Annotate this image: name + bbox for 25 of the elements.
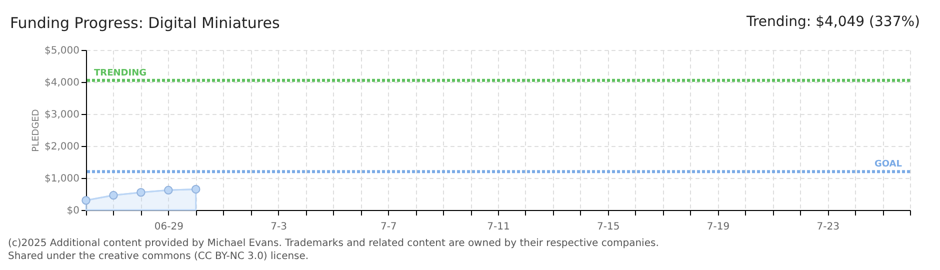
point	[109, 190, 118, 200]
text: (c)2025 Additional content provided by Michael Evans. Trademarks and related content are owned by their respective companies.	[8, 237, 659, 250]
y-tick-label: $3,000	[44, 110, 80, 120]
text: Shared under the creative commons (CC BY-NC 3.0) license.	[8, 250, 310, 263]
ref-line-label: GOAL	[874, 160, 902, 170]
x-tick-label: 7-23	[816, 222, 840, 232]
y-tick-label: $2,000	[44, 142, 80, 152]
y-tick-label: $1,000	[44, 174, 80, 184]
x-tick-label: 7-15	[597, 222, 620, 232]
point	[136, 188, 146, 197]
ref-line-label: TRENDING	[94, 68, 146, 78]
x-tick-label: 7-7	[380, 222, 397, 232]
x-tick-label: 06-29	[154, 222, 184, 232]
y-tick-label: $0	[66, 206, 80, 216]
y-axis-title: PLEDGED	[32, 109, 42, 152]
x-tick-label: 7-19	[706, 222, 730, 232]
x-tick-label: 7-11	[487, 222, 510, 232]
text: Trending: $4,049 (337%)	[746, 14, 920, 30]
x-tick-label: 7-3	[270, 222, 287, 232]
y-tick-label: $4,000	[44, 78, 80, 88]
point	[82, 196, 90, 205]
chart-title: Funding Progress: Digital Miniatures	[10, 14, 280, 32]
y-tick-label: $5,000	[44, 46, 80, 56]
point	[164, 186, 173, 195]
point	[191, 184, 200, 194]
